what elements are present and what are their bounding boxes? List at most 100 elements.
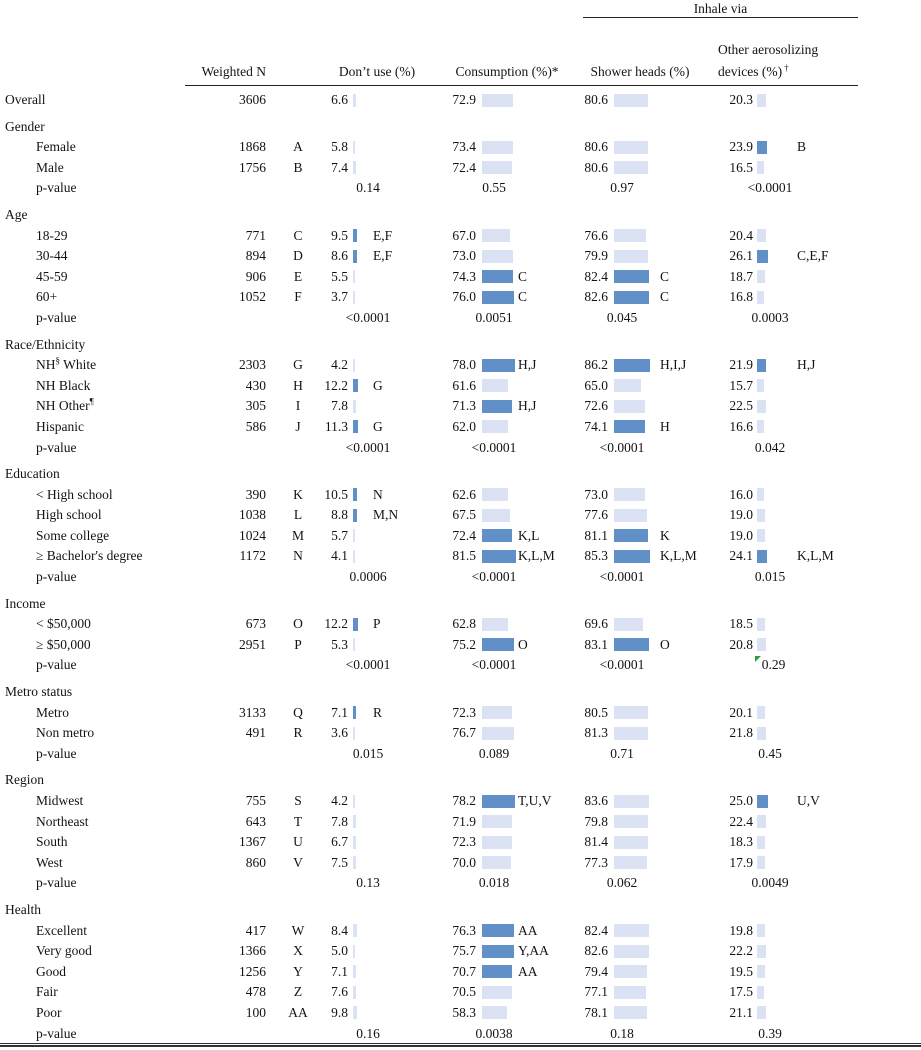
dont-use-bar: [353, 965, 356, 979]
weighted-n-value: 1756: [239, 159, 266, 175]
row-label: NH Black: [36, 377, 91, 393]
other-devices-bar: [757, 726, 767, 740]
other-devices-p-value: 0.29: [715, 655, 825, 676]
shower-heads-p-value: 0.045: [606, 309, 638, 325]
table-row: Female 1868 A 5.8 73.4 80.6 23.9 B: [0, 137, 921, 158]
shower-heads-p-value: 0.97: [610, 180, 634, 196]
weighted-n-value: 755: [245, 793, 266, 808]
shower-heads-value: 79.4: [584, 963, 608, 979]
other-devices-value: 17.5: [729, 984, 753, 1000]
dont-use-bar: [353, 794, 355, 808]
consumption-bar: [482, 856, 512, 870]
dont-use-bar: [353, 835, 356, 849]
other-devices-value: 25.0: [729, 793, 753, 808]
other-devices-bar: [757, 985, 765, 999]
shower-heads-bar: [614, 161, 648, 175]
weighted-n-value: 860: [245, 854, 266, 870]
table-row: < High school 390 K 10.5 N 62.6 73.0 16.0: [0, 485, 921, 506]
p-value-row: p-value <0.0001 0.0051 0.045 0.0003: [0, 308, 921, 329]
dont-use-bar: [353, 529, 356, 543]
consumption-value: 62.8: [452, 616, 476, 632]
other-devices-value: 26.1: [729, 248, 753, 264]
row-label: ≥ $50,000: [36, 636, 91, 652]
row-label: Good: [36, 963, 66, 979]
shower-heads-p-value: 0.18: [610, 1025, 634, 1041]
other-devices-bar: [757, 420, 764, 434]
other-devices-bar: [757, 379, 764, 393]
consumption-value: 76.3: [452, 922, 476, 938]
section-header-row: Health: [0, 900, 921, 921]
dont-use-bar: [353, 93, 356, 107]
other-devices-sig-letters: K,L,M: [797, 548, 834, 564]
other-devices-sig-letters: U,V: [797, 793, 820, 808]
label-superscript: §: [55, 355, 61, 366]
weighted-n-value: 3606: [239, 92, 266, 107]
consumption-sig-letters: K,L: [518, 527, 540, 543]
consumption-bar: [482, 229, 511, 243]
other-devices-bar: [757, 815, 767, 829]
shower-heads-bar: [614, 140, 648, 154]
p-value-row: p-value 0.0006 <0.0001 <0.0001 0.015: [0, 567, 921, 588]
shower-heads-bar: [614, 985, 647, 999]
dont-use-bar: [353, 549, 355, 563]
other-devices-bar: [757, 638, 766, 652]
p-value-label: p-value: [36, 309, 77, 325]
shower-heads-bar: [614, 508, 647, 522]
consumption-sig-letters: C: [518, 268, 528, 284]
column-header-shower-heads: Shower heads (%): [590, 64, 690, 79]
row-label: Metro: [36, 704, 69, 720]
row-code: R: [293, 725, 303, 741]
green-corner-marker-icon: [754, 656, 761, 663]
row-label: Excellent: [36, 922, 87, 938]
other-devices-value: 16.6: [729, 418, 753, 434]
consumption-p-value: <0.0001: [471, 569, 517, 585]
dont-use-value: 7.8: [331, 398, 348, 414]
shower-heads-sig-letters: C: [660, 268, 670, 284]
shower-heads-bar: [614, 549, 650, 563]
other-devices-bar: [757, 924, 766, 938]
dont-use-bar: [353, 924, 357, 938]
consumption-value: 76.7: [452, 725, 476, 741]
table-row: Metro 3133 Q 7.1 R 72.3 80.5 20.1: [0, 703, 921, 724]
consumption-bar: [482, 549, 517, 563]
row-code: C: [293, 227, 303, 243]
shower-heads-value: 77.6: [584, 507, 608, 523]
section-header-row: Income: [0, 594, 921, 615]
shower-heads-bar: [614, 229, 647, 243]
table-row: NH Black 430 H 12.2 G 61.6 65.0 15.7: [0, 376, 921, 397]
shower-heads-bar: [614, 420, 646, 434]
table-row: 60+ 1052 F 3.7 76.0 C 82.6 C 16.8: [0, 287, 921, 308]
consumption-value: 78.2: [452, 793, 476, 808]
shower-heads-bar: [614, 856, 647, 870]
shower-heads-value: 80.6: [584, 139, 608, 155]
consumption-sig-letters: Y,AA: [518, 943, 549, 959]
shower-heads-bar: [614, 815, 648, 829]
consumption-p-value: 0.0038: [475, 1025, 513, 1041]
consumption-value: 71.3: [452, 398, 476, 414]
row-code: L: [293, 507, 303, 523]
shower-heads-value: 77.1: [584, 984, 608, 1000]
weighted-n-value: 643: [245, 813, 266, 829]
other-devices-value: 18.5: [729, 616, 753, 632]
p-value-row: p-value 0.16 0.0038 0.18 0.39: [0, 1024, 921, 1045]
row-code: Y: [293, 963, 303, 979]
row-label: 60+: [36, 289, 58, 305]
row-label: Hispanic: [36, 418, 84, 434]
dont-use-value: 5.8: [331, 139, 348, 155]
shower-heads-value: 80.6: [584, 159, 608, 175]
consumption-bar: [482, 140, 513, 154]
dont-use-bar: [353, 508, 357, 522]
consumption-value: 78.0: [452, 357, 476, 373]
weighted-n-value: 1038: [239, 507, 266, 523]
other-devices-p-value: 0.015: [754, 569, 786, 585]
other-devices-text: devices (%): [718, 64, 783, 79]
shower-heads-bar: [614, 1006, 647, 1020]
section-title: Income: [5, 595, 46, 611]
consumption-bar: [482, 508, 511, 522]
consumption-bar: [482, 944, 514, 958]
dont-use-value: 4.2: [331, 793, 348, 808]
shower-heads-value: 65.0: [584, 377, 608, 393]
row-label: Very good: [36, 943, 92, 959]
consumption-bar: [482, 726, 515, 740]
row-label: Midwest: [36, 793, 84, 808]
